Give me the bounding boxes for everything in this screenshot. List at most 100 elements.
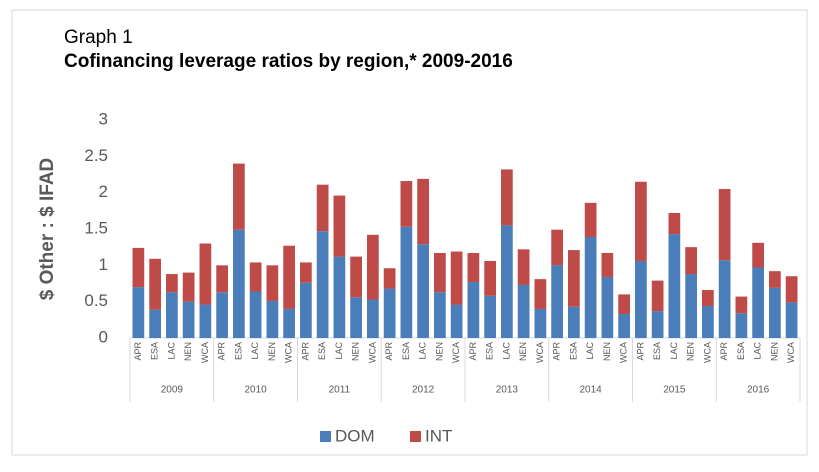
bar-segment [685,247,697,275]
bar-segment [216,265,228,293]
y-axis-label: $ Other : $ IFAD [37,158,58,301]
x-tick-label: NEN [518,342,528,361]
bar-segment [132,247,145,288]
x-tick-label: ESA [317,342,327,360]
x-tick-label: WCA [200,342,210,363]
x-tick-label: NEN [267,342,277,361]
x-tick-label: NEN [686,342,696,361]
group-label: 2015 [663,385,686,396]
legend-swatch [410,431,421,442]
bar-segment [417,244,429,338]
y-tick-label: 2.5 [84,146,108,165]
bar-segment [769,287,781,338]
x-tick-label: ESA [736,342,746,360]
x-tick-label: ESA [233,342,243,360]
bar-segment [149,258,161,310]
x-tick-label: LAC [585,342,595,360]
x-tick-label: WCA [451,342,461,363]
bar-segment [685,274,697,338]
x-tick-label: LAC [753,342,763,360]
group-label: 2013 [496,385,519,396]
x-tick-label: NEN [769,342,779,361]
bar-segment [333,195,346,257]
x-tick-label: APR [635,342,645,361]
y-tick-label: 1 [99,255,108,274]
bar-segment [752,242,764,268]
bar-segment [233,163,245,230]
bar-segment [300,282,312,338]
bar-segment [249,262,262,292]
bar-segment [501,169,513,226]
x-tick-label: APR [468,342,478,361]
x-tick-label: APR [552,342,562,361]
x-tick-label: NEN [434,342,444,361]
bar-segment [635,181,647,261]
x-tick-label: WCA [284,342,294,363]
chart-title: Cofinancing leverage ratios by region,* … [64,51,513,72]
bar-segment [584,202,597,237]
bar-segment [266,300,279,338]
bar-segment [450,304,463,338]
bar-segment [300,262,312,283]
bar-segment [568,306,580,338]
bar-segment [166,274,178,293]
x-tick-label: LAC [418,342,428,360]
bar-segment [333,256,346,338]
bar-segment [266,265,279,301]
bar-segment [484,295,496,338]
y-tick-label: 0.5 [84,291,108,310]
x-tick-label: ESA [568,342,578,360]
x-tick-label: ESA [485,342,495,360]
bar-segment [367,234,379,300]
bar-segment [199,304,212,338]
group-label: 2014 [580,385,603,396]
bar-segment [618,294,630,315]
group-label: 2009 [161,385,184,396]
x-tick-label: WCA [702,342,712,363]
x-tick-label: LAC [166,342,176,360]
bar-segment [484,260,496,296]
x-tick-label: LAC [501,342,511,360]
x-tick-label: NEN [183,342,193,361]
bar-segment [283,245,295,309]
bar-segment [467,252,480,283]
bar-segment [668,213,681,235]
bar-segment [769,271,781,288]
bar-segment [182,301,195,338]
bar-segment [534,279,547,309]
x-tick-label: NEN [351,342,361,361]
bar-segment [651,311,664,338]
x-tick-label: APR [133,342,143,361]
bar-segment [702,306,714,338]
bar-segment [651,280,664,312]
x-tick-label: LAC [250,342,260,360]
x-tick-label: WCA [535,342,545,363]
bar-segment [233,229,245,338]
x-tick-label: APR [300,342,310,361]
y-tick-label: 2 [99,182,108,201]
bar-segment [601,252,614,277]
legend-label: DOM [335,426,375,445]
bar-segment [132,287,145,338]
x-tick-label: LAC [334,342,344,360]
y-tick-label: 0 [99,327,108,346]
x-tick-label: ESA [401,342,411,360]
bar-segment [601,276,614,338]
bar-segment [568,250,580,307]
x-tick-label: ESA [150,342,160,360]
bar-segment [199,243,212,305]
bar-segment [450,251,463,305]
bar-segment [785,302,798,338]
bar-segment [400,226,413,338]
group-label: 2010 [245,385,268,396]
x-tick-label: APR [384,342,394,361]
bar-segment [618,314,630,338]
bar-segment [735,313,748,338]
bar-segment [149,309,161,338]
bar-segment [434,292,446,338]
legend-label: INT [425,426,452,445]
bar-segment [283,308,295,338]
group-label: 2012 [412,385,435,396]
